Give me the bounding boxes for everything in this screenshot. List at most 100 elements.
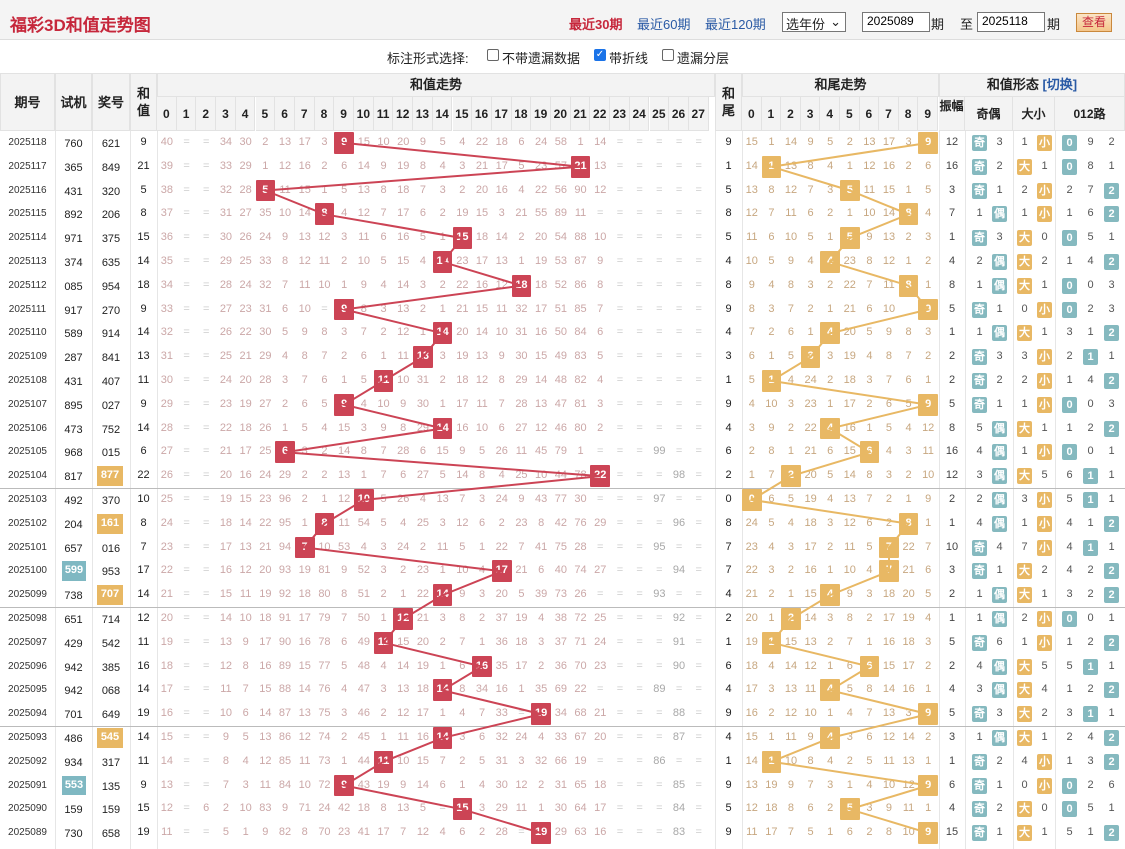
sum-miss-cell: 28 [574,540,587,553]
test-cell: 085 [64,280,83,293]
sum-col-17: 17 [491,97,512,131]
sum-miss-cell: = [616,778,624,791]
sum-miss-cell: = [616,493,624,505]
tail-miss-cell: 1 [925,374,932,386]
test-cell: 934 [64,756,83,769]
big-badge: 大 [1017,825,1032,842]
sum-miss-cell: = [616,350,624,363]
route-miss: 0 [1087,445,1094,458]
sum-miss-cell: 5 [341,659,348,672]
sum-miss-cell: = [203,326,210,339]
tail-miss-cell: 1 [768,350,775,363]
sum-cell: 6 [140,445,147,458]
sum-marker: 22 [590,465,611,487]
tail-miss-cell: 2 [827,278,834,291]
sum-miss-cell: = [695,778,702,791]
amp-cell: 12 [945,136,959,148]
query-button[interactable]: 查看 [1076,13,1112,32]
sum-cell: 14 [137,731,150,743]
route-badge: 0 [1062,158,1077,175]
issue-cell: 2025096 [8,660,47,672]
route-miss: 7 [1087,183,1094,196]
sum-miss-cell: 4 [498,469,505,482]
sum-miss-cell: 7 [360,326,367,339]
shape-title: 和值形态 [986,77,1039,92]
tail-marker: 8 [898,512,919,535]
odd-miss: 1 [976,326,983,339]
tail-miss-cell: 8 [768,183,775,196]
sum-miss-cell: 35 [160,255,173,267]
sum-miss-cell: 14 [416,778,430,791]
test-cell: 599 [62,561,86,582]
sum-miss-cell: = [675,278,683,291]
tail-miss-cell: 19 [745,635,758,648]
sum-miss-cell: 6 [419,207,426,220]
sum-miss-cell: 2 [341,731,348,743]
sum-miss-cell: = [675,255,683,267]
col-header-issue[interactable]: 期号 [0,73,55,131]
sum-miss-cell: 89 [653,683,666,696]
sum-miss-cell: 13 [397,802,410,815]
sum-miss-cell: = [616,183,624,196]
tail-miss-cell: 7 [866,493,873,505]
tail-miss-cell: 1 [827,564,834,577]
sum-miss-cell: 84 [278,778,292,791]
sum-miss-cell: 1 [419,326,426,339]
range-link-60[interactable]: 最近60期 [637,17,691,32]
sum-miss-cell: 6 [419,445,426,458]
route-badge: 2 [1104,182,1119,199]
sum-miss-cell: 13 [397,302,410,315]
tail-miss-cell: 4 [885,445,893,458]
tail-miss-cell: 4 [827,493,834,505]
from-issue-input[interactable]: 2025089 [862,12,930,32]
tail-miss-cell: 4 [925,207,932,220]
sum-miss-cell: 46 [357,707,370,720]
layer-checkbox[interactable] [662,49,674,61]
sum-miss-cell: = [675,326,683,339]
sum-miss-cell: 4 [459,707,466,720]
tail-miss-cell: 11 [746,826,758,839]
sum-col-27: 27 [688,97,709,131]
win-cell: 849 [101,161,121,174]
sum-miss-cell: 7 [380,445,387,458]
tail-miss-cell: 7 [866,707,873,720]
tail-miss-cell: 17 [902,659,915,672]
tail-miss-cell: 6 [807,207,814,220]
sum-miss-cell: 15 [298,183,311,196]
route-miss: 4 [1087,255,1094,267]
to-issue-input[interactable]: 2025118 [977,12,1045,32]
tail-miss-cell: 13 [882,231,896,244]
tail-miss-cell: 3 [768,683,775,696]
sum-cell: 19 [137,826,150,839]
range-link-30[interactable]: 最近30期 [569,17,623,32]
year-select[interactable]: 选年份 ⌄ [782,12,846,32]
tail-col-9: 9 [918,97,938,131]
switch-link[interactable]: [切换] [1038,77,1078,92]
sum-miss-cell: 11 [515,802,528,815]
sum-miss-cell: 4 [341,207,348,220]
sum-miss-cell: 83 [574,350,587,363]
win-cell: 370 [101,495,121,507]
sum-miss-cell: 15 [298,659,311,672]
polyline-checkbox[interactable]: ✓ [594,49,606,61]
sum-miss-cell: 22 [535,183,548,196]
tail-miss-cell: 14 [784,136,798,148]
sum-miss-cell: 24 [259,469,272,482]
win-cell: 317 [101,756,121,769]
sum-miss-cell: = [183,683,190,696]
test-cell: 486 [64,733,83,745]
sum-miss-cell: = [636,612,643,624]
sum-miss-cell: 29 [416,421,430,434]
sum-miss-cell: = [695,445,702,458]
sum-cell: 12 [137,612,150,624]
range-link-120[interactable]: 最近120期 [705,17,766,32]
even-miss: 2 [996,159,1003,172]
sum-miss-cell: 32 [495,731,508,743]
sum-miss-cell: 3 [301,445,308,458]
sum-miss-cell: 13 [338,469,351,482]
sum-miss-cell: 5 [360,374,367,386]
tail-miss-cell: 2 [925,659,932,672]
no-miss-checkbox[interactable] [487,49,499,61]
small-miss: 2 [1041,564,1048,577]
sum-miss-cell: = [616,421,624,434]
